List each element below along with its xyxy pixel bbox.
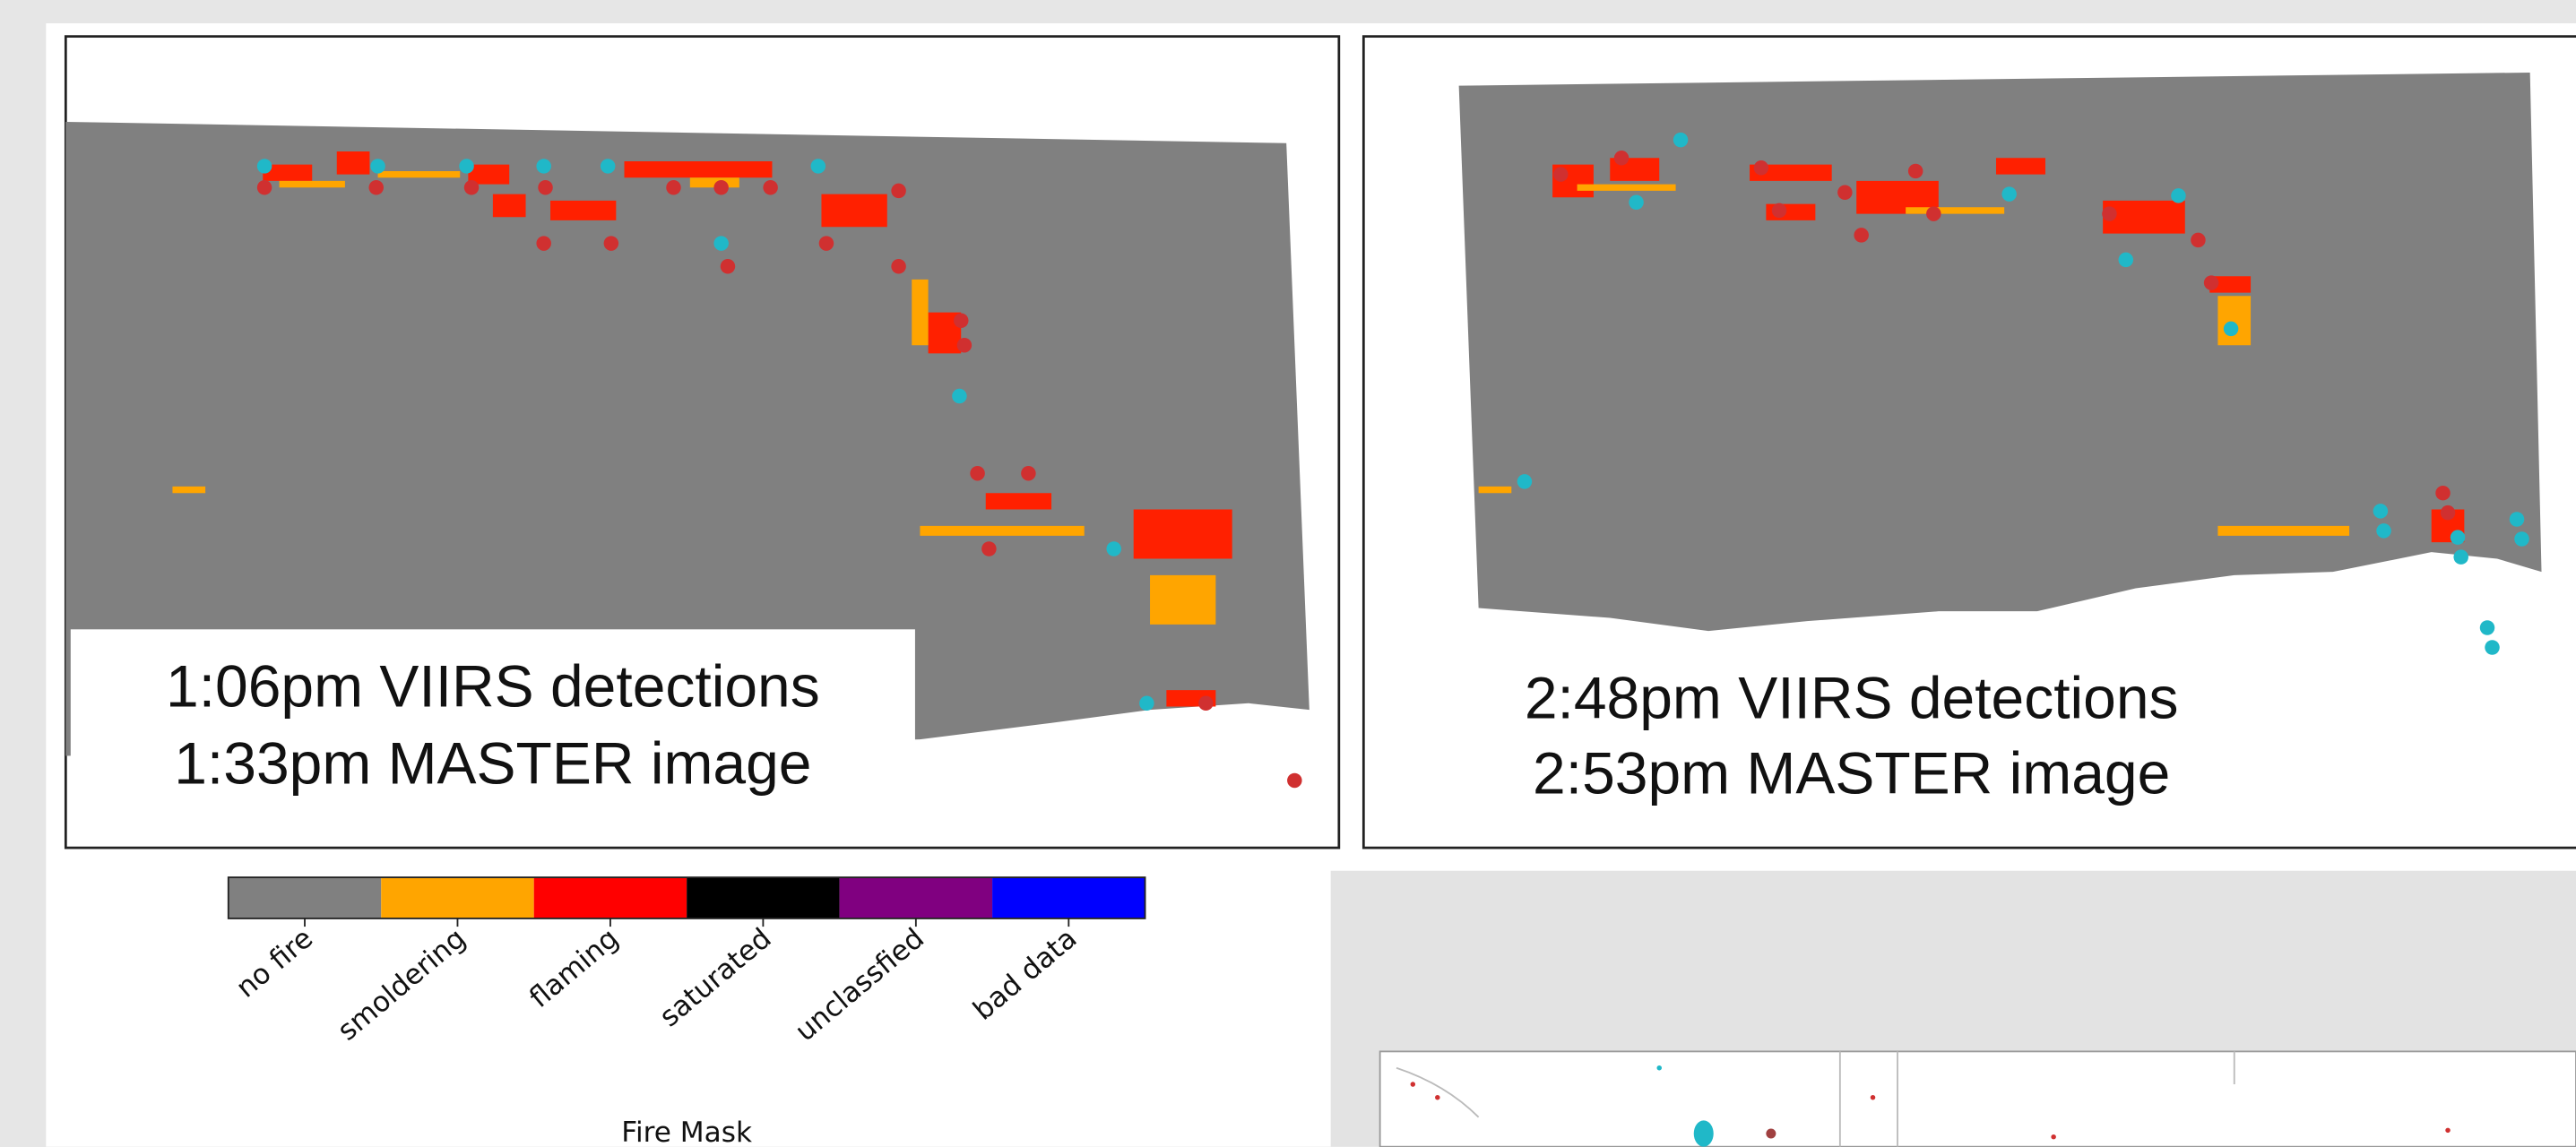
caption: 1:33pm MASTER image [174, 730, 811, 797]
colorbar-segment [534, 877, 687, 918]
colorbar-segment [992, 877, 1145, 918]
colorbar-segment [229, 877, 381, 918]
colorbar-segment [687, 877, 839, 918]
inset-map [1380, 1051, 2576, 1146]
caption: 1:06pm VIIRS detections [166, 652, 820, 719]
page: {"panels": [ {"captions": ["1:06pm VIIRS… [0, 0, 2576, 1147]
caption: 2:53pm MASTER image [1533, 740, 2170, 806]
caption: 2:48pm VIIRS detections [1525, 664, 2179, 730]
colorbar-title: Fire Mask [621, 1117, 752, 1147]
colorbar-segment [840, 877, 992, 918]
slide: 1:06pm VIIRS detections 1:33pm MASTER im… [0, 0, 2576, 1147]
colorbar-segment [381, 877, 533, 918]
